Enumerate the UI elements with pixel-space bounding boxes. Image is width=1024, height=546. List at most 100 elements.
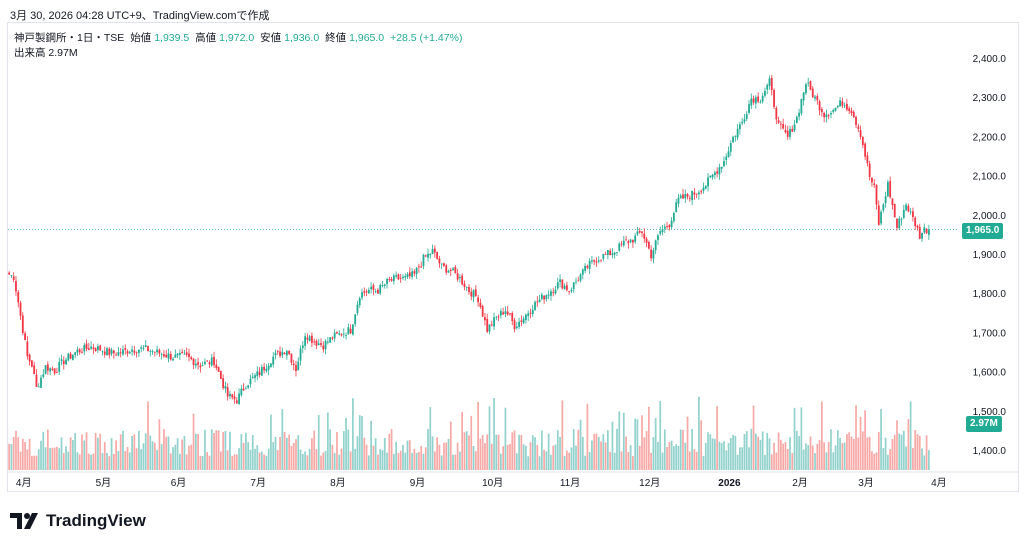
candle-body [231,394,234,398]
volume-bar [531,435,534,470]
volume-bar [279,436,281,470]
volume-bar [632,455,634,470]
volume-bar [873,453,876,470]
candle-body [297,361,300,371]
volume-bar [497,434,500,470]
candle-body [738,124,741,130]
volume-bar [784,442,787,470]
candle-body [78,349,81,353]
volume-bar [616,428,618,470]
tradingview-logo[interactable]: TradingView [10,511,146,531]
volume-bar [577,429,580,470]
volume-bar [659,400,662,470]
volume-bar [51,447,54,470]
candle-body [886,182,889,197]
candle-body [511,312,514,322]
volume-bar [210,429,213,470]
candle-body [215,364,218,368]
candle-body [502,312,505,315]
candle-body [358,298,361,306]
volume-bar [759,439,762,470]
candle-body [213,356,215,366]
candle-body [454,266,457,274]
candle-body [695,193,698,195]
volume-bar [122,430,124,470]
candle-body [579,274,582,281]
volume-bar [160,444,163,470]
volume-bar [556,430,559,470]
candle-body [654,240,657,251]
candle-body [386,278,388,285]
volume-bar [515,453,518,470]
candle-body [424,255,427,257]
time-axis-tick: 12月 [639,477,660,489]
candle-body [167,353,170,359]
volume-bar [896,420,898,470]
candle-body [795,116,798,123]
volume-bar [550,454,552,470]
candle-body [140,347,143,349]
volume-bar [8,443,11,470]
volume-bar [855,405,857,470]
volume-bar [433,451,436,470]
candle-body [342,333,345,335]
volume-bar [898,433,901,470]
candle-body [563,286,566,290]
volume-bar [440,455,443,470]
volume-bar [181,439,184,470]
volume-bar [625,436,627,470]
candle-body [265,368,268,372]
candle-body [493,317,495,327]
volume-bar [723,441,725,470]
candle-body [729,143,732,152]
volume-bar [313,430,316,470]
candle-body [490,324,493,326]
volume-bar [21,438,24,470]
volume-bar [877,431,880,470]
candle-body [606,250,609,255]
candle-body [609,250,612,255]
volume-bar [461,411,464,470]
volume-bar [766,432,769,470]
candle-body [106,348,108,356]
volume-bar [165,436,168,470]
candle-body [497,316,500,318]
candle-body [126,351,129,354]
candle-body [19,302,22,316]
candle-body [670,220,673,228]
candle-body [433,248,436,253]
candle-body [661,229,664,233]
volume-bar [736,454,739,470]
volume-bar [836,430,839,470]
candle-body [311,335,313,343]
symbol-label[interactable]: 神戸製鋼所・1日・TSE [14,32,125,44]
volume-bar [764,454,766,470]
candle-body [251,376,254,379]
volume-bar [486,434,489,470]
close-value: 1,965.0 [349,32,385,44]
volume-bar [543,449,545,470]
volume-bar [65,446,67,470]
volume-bar [673,446,675,470]
candle-body [479,302,482,307]
volume-bar [636,419,639,470]
volume-bar [495,434,498,470]
volume-bar [418,452,420,470]
volume-bar [345,417,347,470]
volume-bar [67,451,70,470]
candle-body [556,282,559,289]
volume-bar [468,435,470,470]
change-value: +28.5 (+1.47%) [390,32,463,44]
volume-bar [72,440,74,470]
volume-bar [112,453,115,470]
candle-body [367,289,370,294]
candle-body [383,284,386,286]
volume-bar [408,440,411,470]
volume-bar [233,454,236,470]
candle-body [340,334,343,336]
volume-bar [292,442,295,470]
volume-bar [506,445,509,470]
candle-body [449,269,452,271]
candle-body [522,318,525,324]
